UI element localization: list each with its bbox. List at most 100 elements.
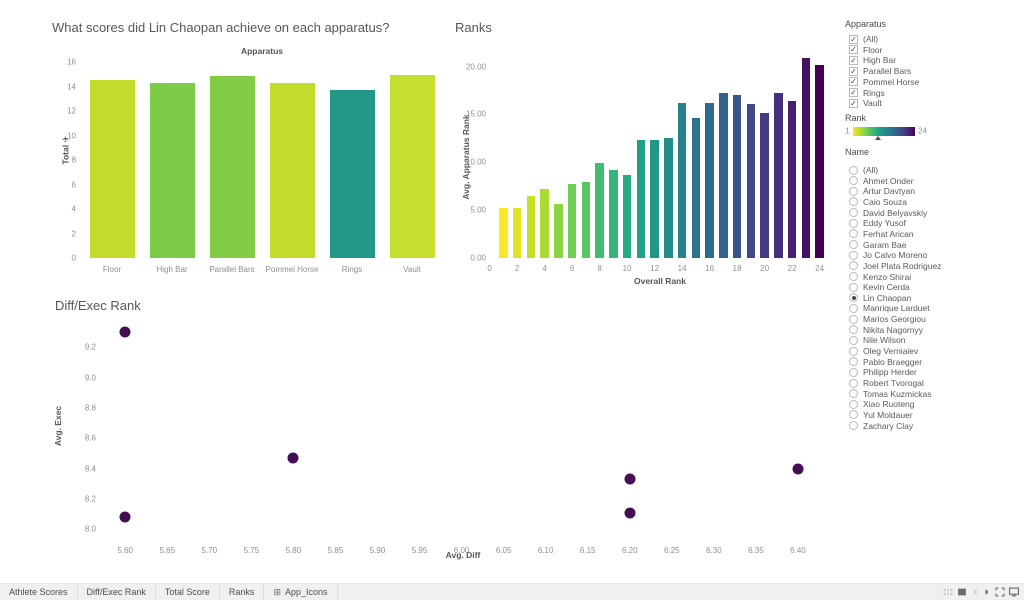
apparatus-checkbox-floor[interactable]: ✓ Floor xyxy=(849,44,882,55)
name-radio-pablo-braegger[interactable]: Pablo Braegger xyxy=(849,356,922,367)
name-radio-lin-chaopan[interactable]: Lin Chaopan xyxy=(849,292,911,303)
rank-bar[interactable] xyxy=(595,163,604,258)
rank-bar[interactable] xyxy=(677,102,687,258)
radio-icon[interactable] xyxy=(849,410,858,420)
rank-bar[interactable] xyxy=(664,138,673,258)
tab-app-icons[interactable]: ⊞ App_Icons xyxy=(264,584,338,600)
radio-icon[interactable] xyxy=(849,240,858,250)
name-radio-philipp-herder[interactable]: Philipp Herder xyxy=(849,367,917,378)
radio-icon[interactable] xyxy=(849,282,858,292)
name-radio-zachary-clay[interactable]: Zachary Clay xyxy=(849,420,913,431)
rank-bar[interactable] xyxy=(567,184,577,258)
radio-icon[interactable] xyxy=(849,176,858,186)
checkbox-icon[interactable]: ✓ xyxy=(849,55,858,65)
next-sheet-icon[interactable] xyxy=(983,587,991,597)
radio-icon[interactable] xyxy=(849,218,858,228)
apparatus-checkbox-high-bar[interactable]: ✓ High Bar xyxy=(849,55,896,66)
rank-bar[interactable] xyxy=(622,174,632,258)
tab-athlete-scores[interactable]: Athlete Scores xyxy=(0,584,78,600)
apparatus-checkbox-vault[interactable]: ✓ Vault xyxy=(849,98,882,109)
rank-bar[interactable] xyxy=(815,64,824,258)
name-radio-yul-moldauer[interactable]: Yul Moldauer xyxy=(849,409,913,420)
name-radio-jo-calvo-moreno[interactable]: Jo Calvo Moreno xyxy=(849,250,927,261)
radio-icon[interactable] xyxy=(849,165,858,175)
rank-bar[interactable] xyxy=(691,118,701,258)
rank-bar[interactable] xyxy=(499,208,508,258)
name-radio-oleg-verniaiev[interactable]: Oleg Verniaiev xyxy=(849,346,918,357)
name-radio--all-[interactable]: (All) xyxy=(849,165,878,176)
name-radio-robert-tvorogal[interactable]: Robert Tvorogal xyxy=(849,378,924,389)
name-radio-nile-wilson[interactable]: Nile Wilson xyxy=(849,335,906,346)
name-radio-manrique-larduet[interactable]: Manrique Larduet xyxy=(849,303,930,314)
scatter-point[interactable] xyxy=(119,326,131,338)
radio-icon[interactable] xyxy=(849,208,858,218)
rank-bar[interactable] xyxy=(512,208,522,258)
radio-icon[interactable] xyxy=(849,335,858,345)
rank-bar[interactable] xyxy=(554,204,563,258)
apparatus-bar[interactable] xyxy=(149,82,195,258)
scatter-point[interactable] xyxy=(624,473,636,485)
checkbox-icon[interactable]: ✓ xyxy=(849,66,858,76)
thumbnail-icon[interactable] xyxy=(957,587,967,597)
tab-diff-exec-rank[interactable]: Diff/Exec Rank xyxy=(78,584,156,600)
filmstrip-icon[interactable] xyxy=(943,587,953,597)
rank-bar[interactable] xyxy=(609,169,618,258)
rank-legend-marker[interactable] xyxy=(874,136,881,140)
scatter-point[interactable] xyxy=(792,463,804,475)
rank-bar[interactable] xyxy=(650,140,659,258)
name-radio-nikita-nagornyy[interactable]: Nikita Nagornyy xyxy=(849,324,923,335)
name-radio-artur-davtyan[interactable]: Artur Davtyan xyxy=(849,186,915,197)
radio-icon[interactable] xyxy=(849,367,858,377)
name-radio-ferhat-arican[interactable]: Ferhat Arican xyxy=(849,228,914,239)
checkbox-icon[interactable]: ✓ xyxy=(849,98,858,108)
name-radio-eddy-yusof[interactable]: Eddy Yusof xyxy=(849,218,906,229)
rank-bar[interactable] xyxy=(801,57,811,258)
name-radio-tomas-kuzmickas[interactable]: Tomas Kuzmickas xyxy=(849,388,932,399)
radio-icon[interactable] xyxy=(849,399,858,409)
presentation-mode-icon[interactable] xyxy=(1009,587,1019,597)
rank-bar[interactable] xyxy=(787,101,797,258)
apparatus-checkbox--all-[interactable]: ✓ (All) xyxy=(849,34,878,45)
name-radio-marios-georgiou[interactable]: Marios Georgiou xyxy=(849,314,926,325)
apparatus-bar[interactable] xyxy=(389,75,435,258)
radio-icon[interactable] xyxy=(849,261,858,271)
name-radio-garam-bae[interactable]: Garam Bae xyxy=(849,239,906,250)
rank-bar[interactable] xyxy=(581,182,591,258)
tab-ranks[interactable]: Ranks xyxy=(220,584,265,600)
rank-bar[interactable] xyxy=(540,189,549,258)
name-radio-xiao-ruoteng[interactable]: Xiao Ruoteng xyxy=(849,399,915,410)
checkbox-icon[interactable]: ✓ xyxy=(849,34,858,44)
rank-bar[interactable] xyxy=(732,95,742,258)
fullscreen-icon[interactable] xyxy=(995,587,1005,597)
checkbox-icon[interactable]: ✓ xyxy=(849,77,858,87)
apparatus-checkbox-rings[interactable]: ✓ Rings xyxy=(849,87,885,98)
apparatus-bar[interactable] xyxy=(329,90,375,258)
scatter-point[interactable] xyxy=(287,452,299,464)
rank-bar[interactable] xyxy=(760,112,769,258)
radio-icon[interactable] xyxy=(849,325,858,335)
apparatus-checkbox-parallel-bars[interactable]: ✓ Parallel Bars xyxy=(849,66,911,77)
radio-icon[interactable] xyxy=(849,272,858,281)
rank-bar[interactable] xyxy=(774,93,783,258)
radio-icon[interactable] xyxy=(849,421,858,431)
rank-bar[interactable] xyxy=(526,195,536,258)
rank-bar[interactable] xyxy=(719,93,728,258)
radio-icon[interactable] xyxy=(849,197,858,207)
tab-total-score[interactable]: Total Score xyxy=(156,584,220,600)
apparatus-bar[interactable] xyxy=(269,82,315,258)
radio-icon[interactable] xyxy=(849,186,858,196)
rank-color-legend[interactable] xyxy=(853,127,915,136)
radio-icon[interactable] xyxy=(849,250,858,260)
radio-icon[interactable] xyxy=(849,314,858,324)
radio-icon[interactable] xyxy=(849,389,858,399)
prev-sheet-icon[interactable] xyxy=(971,587,979,597)
name-radio-caio-souza[interactable]: Caio Souza xyxy=(849,196,907,207)
radio-icon[interactable] xyxy=(849,293,858,303)
rank-bar[interactable] xyxy=(636,140,646,258)
name-radio-kenzo-shirai[interactable]: Kenzo Shirai xyxy=(849,271,911,282)
radio-icon[interactable] xyxy=(849,357,858,367)
name-radio-david-belyavskiy[interactable]: David Belyavskiy xyxy=(849,207,927,218)
name-radio-joel-plata-rodriguez[interactable]: Joel Plata Rodriguez xyxy=(849,260,941,271)
apparatus-bar[interactable] xyxy=(89,80,135,258)
apparatus-bar[interactable] xyxy=(209,76,255,258)
